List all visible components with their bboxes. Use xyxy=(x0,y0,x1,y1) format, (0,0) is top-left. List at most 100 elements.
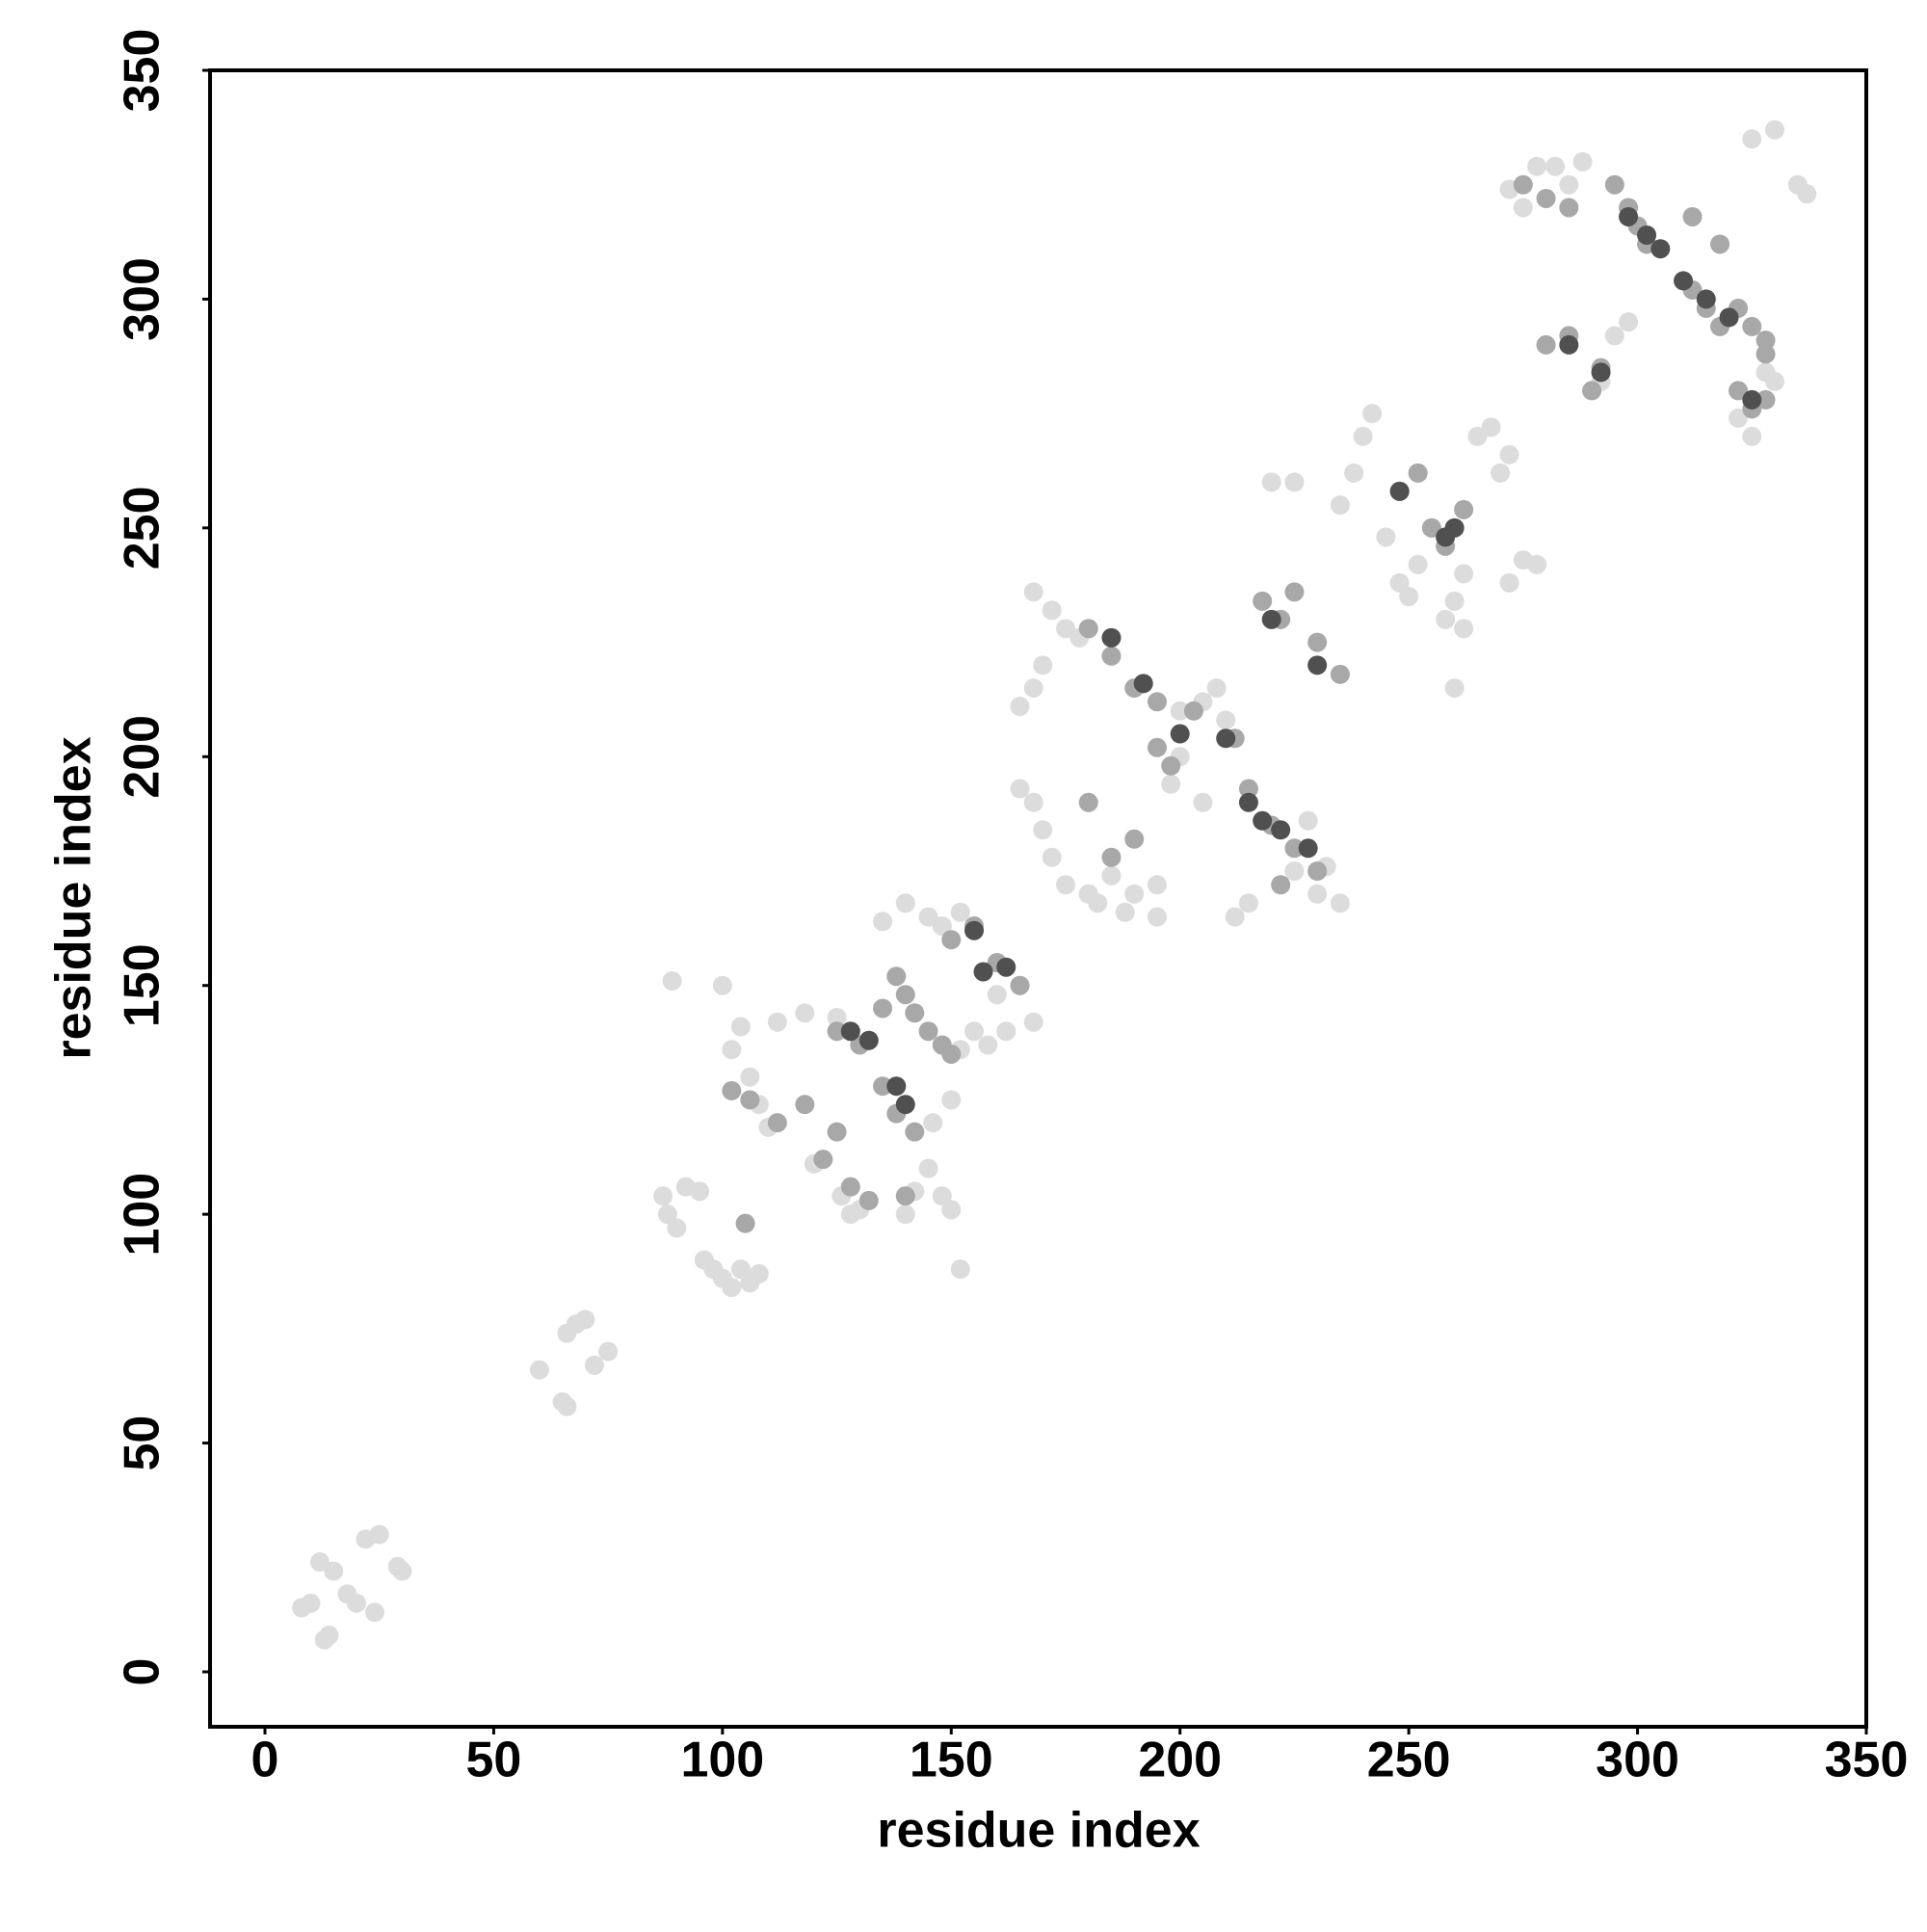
point xyxy=(1033,820,1053,840)
point xyxy=(1307,632,1328,652)
point xyxy=(1637,225,1657,245)
point xyxy=(1055,875,1075,895)
y-tick-label: 300 xyxy=(115,257,171,341)
point xyxy=(1389,572,1410,593)
point xyxy=(1101,847,1122,867)
point xyxy=(932,1186,952,1206)
point xyxy=(1101,646,1122,666)
point xyxy=(1284,582,1305,602)
point xyxy=(923,1113,943,1133)
point xyxy=(996,957,1016,977)
point xyxy=(1033,655,1053,675)
point xyxy=(291,1598,311,1618)
point xyxy=(657,1204,677,1225)
point xyxy=(1088,893,1108,913)
point xyxy=(1271,875,1291,895)
point xyxy=(690,1181,710,1202)
point xyxy=(941,1200,962,1220)
point xyxy=(584,1355,604,1375)
point xyxy=(978,1035,998,1055)
point xyxy=(1147,907,1167,927)
point xyxy=(1101,627,1122,648)
point xyxy=(795,1095,815,1115)
point xyxy=(1193,792,1213,812)
point xyxy=(950,1259,970,1280)
point xyxy=(1619,312,1639,332)
point xyxy=(813,1150,833,1170)
x-tick-label: 350 xyxy=(1825,1733,1909,1788)
point xyxy=(1481,417,1501,437)
point xyxy=(722,1040,742,1060)
point xyxy=(1408,554,1428,574)
x-tick-label: 150 xyxy=(910,1733,993,1788)
point xyxy=(712,975,732,995)
point xyxy=(1042,600,1062,621)
point xyxy=(905,1003,925,1023)
point xyxy=(1284,472,1305,492)
point xyxy=(1284,861,1305,882)
point xyxy=(1650,239,1671,259)
point xyxy=(1421,517,1441,538)
point xyxy=(1353,426,1373,446)
point xyxy=(1330,495,1350,516)
point xyxy=(1674,271,1694,291)
point xyxy=(1527,156,1547,176)
point xyxy=(873,998,893,1019)
point xyxy=(1216,710,1236,730)
point xyxy=(1513,198,1533,218)
point xyxy=(309,1552,330,1573)
point xyxy=(1399,587,1419,607)
point xyxy=(964,920,985,940)
point xyxy=(1572,151,1593,172)
x-tick-label: 100 xyxy=(680,1733,764,1788)
point xyxy=(918,907,938,927)
point xyxy=(895,1186,915,1206)
point xyxy=(996,1021,1016,1042)
x-tick-label: 200 xyxy=(1138,1733,1222,1788)
point xyxy=(1444,517,1465,538)
point xyxy=(1298,838,1318,859)
point xyxy=(1284,838,1305,859)
point xyxy=(1742,389,1762,410)
point xyxy=(1115,902,1135,922)
x-tick-label: 250 xyxy=(1367,1733,1451,1788)
point xyxy=(1513,174,1533,195)
point xyxy=(1536,334,1556,355)
point xyxy=(1344,463,1364,483)
point xyxy=(369,1524,389,1545)
point xyxy=(840,1177,860,1197)
point xyxy=(827,1021,847,1042)
y-axis-label: residue index xyxy=(46,736,102,1059)
point xyxy=(1161,774,1181,794)
point xyxy=(918,1158,938,1178)
point xyxy=(1101,865,1122,886)
point xyxy=(1010,779,1030,799)
point xyxy=(1216,728,1236,749)
point xyxy=(1604,326,1624,346)
point xyxy=(1042,847,1062,867)
point xyxy=(1454,499,1474,519)
point xyxy=(1742,129,1762,149)
point xyxy=(1330,893,1350,913)
point xyxy=(895,985,915,1005)
x-tick-label: 50 xyxy=(465,1733,521,1788)
plot-frame xyxy=(208,68,1868,1729)
point xyxy=(1183,701,1203,721)
point xyxy=(364,1602,384,1623)
point xyxy=(1124,884,1145,904)
point xyxy=(1362,404,1383,424)
point xyxy=(1225,907,1245,927)
point xyxy=(840,1021,860,1042)
point xyxy=(1147,692,1167,712)
point xyxy=(1765,371,1785,391)
point xyxy=(1253,591,1273,611)
point xyxy=(1023,792,1043,812)
point xyxy=(1454,619,1474,639)
point xyxy=(1307,884,1328,904)
point xyxy=(767,1012,787,1032)
point xyxy=(1499,572,1519,593)
point xyxy=(662,970,682,991)
point xyxy=(1408,463,1428,483)
point xyxy=(1755,344,1776,364)
